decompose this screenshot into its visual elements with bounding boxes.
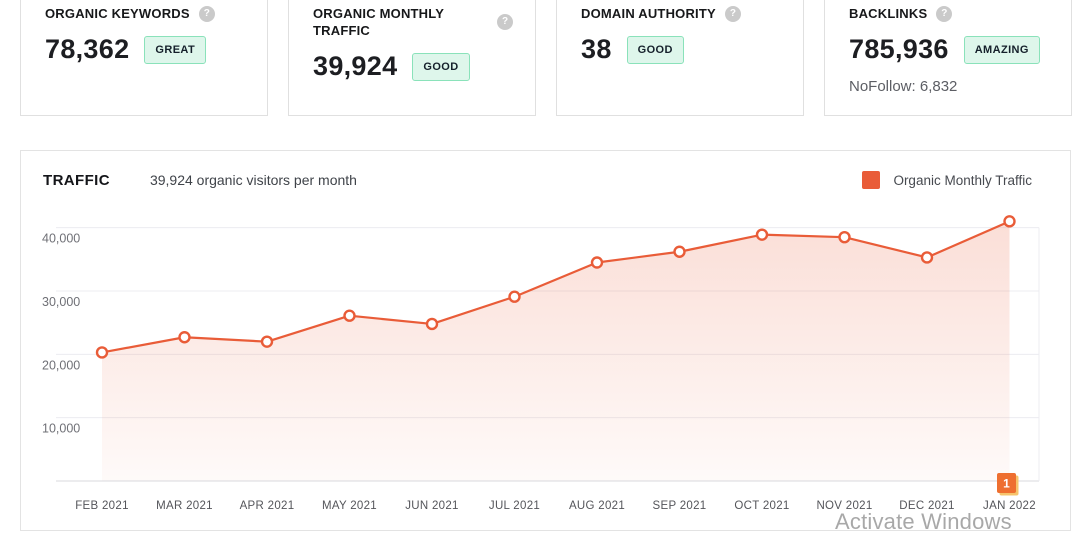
- x-tick-label: APR 2021: [240, 500, 295, 512]
- data-point-aug-2021[interactable]: [590, 256, 604, 269]
- traffic-panel-header: TRAFFIC 39,924 organic visitors per mont…: [21, 151, 1070, 189]
- rating-badge: GREAT: [144, 35, 207, 64]
- x-tick-label: OCT 2021: [734, 500, 789, 512]
- rating-badge: AMAZING: [963, 35, 1040, 64]
- card-domain-authority: DOMAIN AUTHORITY ? 38 GOOD: [556, 0, 804, 116]
- card-backlinks: BACKLINKS ? 785,936 AMAZING NoFollow: 6,…: [824, 0, 1072, 116]
- legend-organic-monthly-traffic[interactable]: Organic Monthly Traffic: [862, 171, 1032, 189]
- traffic-area-chart: 10,000 20,000 30,000 40,000 FEB 2021 MAR 2021…: [42, 215, 1040, 512]
- card-organic-keywords: ORGANIC KEYWORDS ? 78,362 GREAT: [20, 0, 268, 116]
- x-tick-label: AUG 2021: [569, 500, 625, 512]
- stat-cards-row: ORGANIC KEYWORDS ? 78,362 GREAT ORGANIC …: [20, 0, 1072, 116]
- nofollow-count: NoFollow: 6,832: [849, 78, 958, 95]
- card-title: DOMAIN AUTHORITY: [581, 6, 716, 21]
- data-point-nov-2021[interactable]: [838, 230, 851, 244]
- help-icon[interactable]: ?: [198, 5, 215, 22]
- rating-badge: GOOD: [626, 35, 684, 64]
- data-point-apr-2021[interactable]: [260, 335, 274, 348]
- data-point-jan-2022[interactable]: [1003, 215, 1016, 228]
- help-icon[interactable]: ?: [497, 14, 513, 30]
- traffic-line: [101, 220, 1010, 354]
- data-point-feb-2021[interactable]: [95, 346, 109, 359]
- card-value: 39,924: [313, 51, 398, 81]
- panel-subtitle: 39,924 organic visitors per month: [149, 172, 357, 188]
- x-tick-label: JAN 2022: [983, 500, 1036, 512]
- x-tick-label: JUL 2021: [489, 500, 540, 512]
- x-tick-label: MAR 2021: [156, 500, 213, 512]
- rating-badge: GOOD: [412, 52, 470, 81]
- legend-label: Organic Monthly Traffic: [893, 172, 1032, 188]
- legend-swatch-icon: [862, 171, 881, 189]
- annotation-badge-label: 1: [1003, 477, 1010, 491]
- card-organic-monthly-traffic: ORGANIC MONTHLY TRAFFIC ? 39,924 GOOD: [288, 0, 536, 116]
- traffic-panel: TRAFFIC 39,924 organic visitors per mont…: [20, 150, 1071, 531]
- data-point-dec-2021[interactable]: [920, 251, 934, 264]
- card-title: ORGANIC KEYWORDS: [45, 6, 190, 21]
- annotation-badge[interactable]: [997, 473, 1016, 493]
- x-tick-label: SEP 2021: [653, 500, 707, 512]
- y-tick-label: 10,000: [42, 422, 80, 436]
- y-tick-label: 40,000: [42, 232, 80, 246]
- data-point-jul-2021[interactable]: [508, 290, 521, 303]
- card-value: 38: [581, 34, 612, 64]
- data-point-oct-2021[interactable]: [755, 228, 769, 241]
- data-point-may-2021[interactable]: [343, 309, 356, 322]
- card-title: ORGANIC MONTHLY TRAFFIC: [313, 6, 444, 38]
- x-tick-label: FEB 2021: [75, 500, 129, 512]
- windows-activation-watermark: Activate Windows: [835, 509, 1012, 534]
- card-title: BACKLINKS: [849, 6, 928, 21]
- x-tick-label: MAY 2021: [322, 500, 377, 512]
- card-value: 78,362: [45, 34, 130, 64]
- help-icon[interactable]: ?: [936, 5, 953, 22]
- data-point-jun-2021[interactable]: [425, 317, 439, 331]
- y-tick-label: 30,000: [42, 295, 80, 309]
- data-point-sep-2021[interactable]: [673, 245, 686, 258]
- x-tick-label: JUN 2021: [405, 500, 459, 512]
- x-tick-label: DEC 2021: [899, 500, 954, 512]
- y-tick-label: 20,000: [42, 358, 80, 372]
- card-value: 785,936: [849, 34, 949, 64]
- x-tick-label: NOV 2021: [816, 500, 872, 512]
- traffic-area-fill: [102, 221, 1010, 482]
- panel-title: TRAFFIC: [43, 171, 110, 189]
- data-point-mar-2021[interactable]: [178, 331, 191, 344]
- help-icon[interactable]: ?: [724, 5, 741, 22]
